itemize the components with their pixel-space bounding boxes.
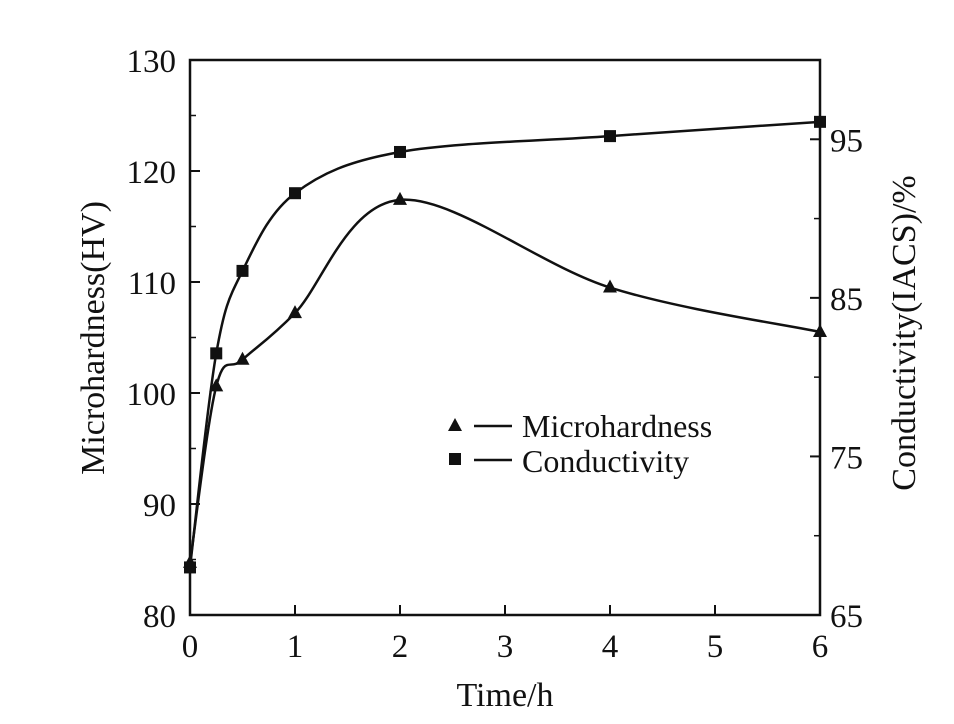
x-tick-label: 6 xyxy=(812,629,829,665)
data-point-conductivity xyxy=(184,561,196,574)
right-axis-ticks: 65 75 85 95 xyxy=(810,123,863,635)
data-point-microhardness xyxy=(288,305,302,319)
x-axis-ticks: 0 1 2 3 4 5 6 xyxy=(182,605,829,665)
x-tick-label: 1 xyxy=(287,629,304,665)
legend-label-conductivity: Conductivity xyxy=(522,443,689,479)
x-tick-label: 0 xyxy=(182,629,199,665)
data-point-conductivity xyxy=(210,347,223,360)
data-point-conductivity xyxy=(236,264,249,277)
data-point-conductivity xyxy=(289,187,301,200)
data-point-microhardness xyxy=(209,378,224,392)
x-tick-label: 3 xyxy=(497,629,514,665)
left-tick-label: 130 xyxy=(127,44,177,80)
data-point-microhardness xyxy=(393,191,407,205)
left-tick-label: 100 xyxy=(127,377,177,413)
right-tick-label: 95 xyxy=(830,123,863,159)
right-tick-label: 65 xyxy=(830,599,863,635)
right-axis-title: Conductivity(IACS)/% xyxy=(886,175,923,490)
data-point-microhardness xyxy=(813,323,827,337)
left-axis-title: Microhardness(HV) xyxy=(75,201,112,475)
left-axis-ticks: 80 90 100 110 120 130 xyxy=(127,44,200,635)
legend-label-microhardness: Microhardness xyxy=(522,408,712,444)
legend-square-marker xyxy=(449,453,461,465)
series-layer xyxy=(183,115,827,574)
series-line-microhardness xyxy=(188,198,821,564)
x-tick-label: 5 xyxy=(707,629,724,665)
legend-triangle-marker xyxy=(448,418,462,431)
data-point-conductivity xyxy=(604,130,616,143)
data-point-conductivity xyxy=(814,115,826,128)
data-point-microhardness xyxy=(603,279,617,293)
left-tick-label: 80 xyxy=(143,599,176,635)
legend: Microhardness Conductivity xyxy=(448,408,712,479)
data-point-microhardness xyxy=(235,351,250,365)
x-axis-title: Time/h xyxy=(456,677,553,714)
right-tick-label: 75 xyxy=(830,440,863,476)
series-line-conductivity xyxy=(188,120,821,568)
x-tick-label: 4 xyxy=(602,629,619,665)
data-point-conductivity xyxy=(394,145,406,158)
left-tick-label: 120 xyxy=(127,155,177,191)
x-tick-label: 2 xyxy=(392,629,409,665)
left-tick-label: 110 xyxy=(128,266,176,302)
left-tick-label: 90 xyxy=(143,488,176,524)
right-tick-label: 85 xyxy=(830,282,863,318)
